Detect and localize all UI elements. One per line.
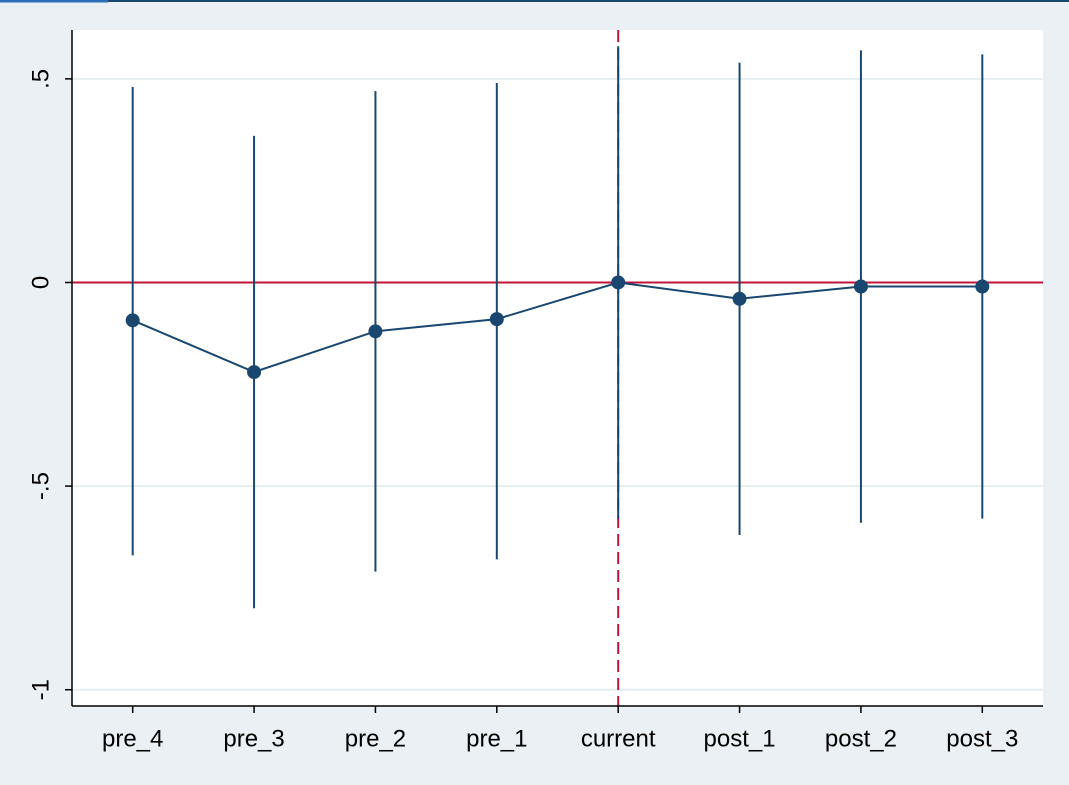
x-tick-label: post_1 — [704, 725, 776, 752]
x-tick-label: pre_3 — [223, 725, 284, 752]
x-tick-label: post_3 — [946, 725, 1018, 752]
coefficient-point — [489, 312, 504, 327]
coefficient-point — [125, 313, 140, 328]
coefficient-point — [247, 365, 262, 380]
grid — [72, 77, 1043, 691]
coefficient-point — [732, 291, 747, 306]
y-tick-label: -.5 — [27, 472, 54, 500]
coefficient-point — [975, 279, 990, 294]
x-tick-label: post_2 — [825, 725, 897, 752]
x-tick-label: pre_2 — [345, 725, 406, 752]
y-tick-label: 0 — [27, 276, 54, 289]
coefficient-point — [853, 279, 868, 294]
coefficient-point — [611, 275, 626, 290]
x-tick-label: pre_1 — [466, 725, 527, 752]
marks — [125, 30, 990, 706]
coefficient-line — [132, 281, 983, 374]
coefficient-point — [368, 324, 383, 339]
x-tick-label: pre_4 — [102, 725, 163, 752]
y-tick-label: -1 — [27, 679, 54, 700]
x-tick-label: current — [581, 725, 656, 752]
plot-area — [72, 30, 1043, 706]
y-tick-label: .5 — [27, 69, 54, 89]
